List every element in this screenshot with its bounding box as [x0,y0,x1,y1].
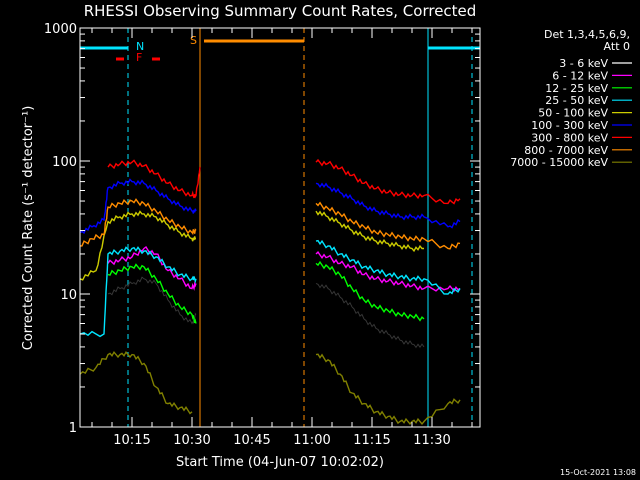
x-tick-label: 10:45 [233,433,270,448]
series-line [79,178,197,235]
plot-frame [79,27,481,428]
series-100-to-300keV-kev [79,178,461,235]
observing-flags: NF S [80,34,480,64]
series-line [79,246,197,338]
series-line [315,260,425,322]
legend-header-attenuator: Att 0 [604,40,630,53]
y-tick-label: 1 [69,421,77,436]
series-line [315,210,424,253]
series-line [79,350,193,415]
x-tick-label: 10:30 [173,433,210,448]
series-line [107,159,201,199]
legend-entry-label: 6 - 12 keV [552,69,608,82]
series-25-to-50keV-kev [79,239,461,338]
legend-entry-label: 7000 - 15000 keV [510,156,608,169]
y-axis: 1 10 100 1000 [44,22,480,436]
legend-entry-label: 25 - 50 keV [545,94,608,107]
y-tick-label: 100 [52,155,77,170]
series-line [315,239,461,295]
series-3-to-6keV-kev [107,276,425,349]
flag-boundary-lines [127,28,473,427]
series-7000-to-15000keV-kev [79,350,461,425]
x-tick-label: 11:15 [353,433,390,448]
series-line [107,263,197,324]
legend-entry-label: 800 - 7000 keV [524,144,608,157]
x-tick-label: 10:15 [113,433,150,448]
series-300-to-800keV-kev [107,158,461,205]
series-line [315,158,461,205]
series-line [315,182,461,229]
legend-header-detectors: Det 1,3,4,5,6,9, [544,28,630,41]
saa-flag-label: S [190,34,197,47]
series-50-to-100keV-kev [79,210,424,281]
legend-entry-label: 50 - 100 keV [538,107,608,120]
series-line [315,201,461,250]
legend-entry-label: 12 - 25 keV [545,82,608,95]
series-800-to-7000keV-kev [80,198,461,250]
series-12-to-25keV-kev [107,260,425,324]
night-flag-label: N [136,40,144,53]
y-tick-label: 1000 [44,22,77,37]
series-line [80,198,197,247]
series-line [79,210,196,281]
series-line-highlight [315,283,425,348]
legend-entry-label: 3 - 6 keV [559,57,608,70]
x-tick-label: 11:00 [293,433,330,448]
chart-title: RHESSI Observing Summary Count Rates, Co… [84,2,477,20]
count-rate-series [79,158,461,425]
x-tick-label: 11:30 [413,433,450,448]
flare-flag-label: F [136,51,142,64]
series-line [107,245,197,291]
legend-entry-label: 300 - 800 keV [531,131,608,144]
series-6-to-12keV-kev [107,245,461,293]
legend-entry-label: 100 - 300 keV [531,119,608,132]
y-axis-label: Corrected Count Rate (s⁻¹ detector⁻¹) [21,106,36,351]
series-line [315,251,461,293]
series-line [315,353,461,425]
x-axis-label: Start Time (04-Jun-07 10:02:02) [176,455,384,470]
x-axis: 10:15 10:30 10:45 11:00 11:15 11:30 [91,28,473,448]
timestamp: 15-Oct-2021 13:08 [560,468,636,477]
y-tick-label: 10 [60,288,77,303]
series-line-highlight [107,276,197,325]
